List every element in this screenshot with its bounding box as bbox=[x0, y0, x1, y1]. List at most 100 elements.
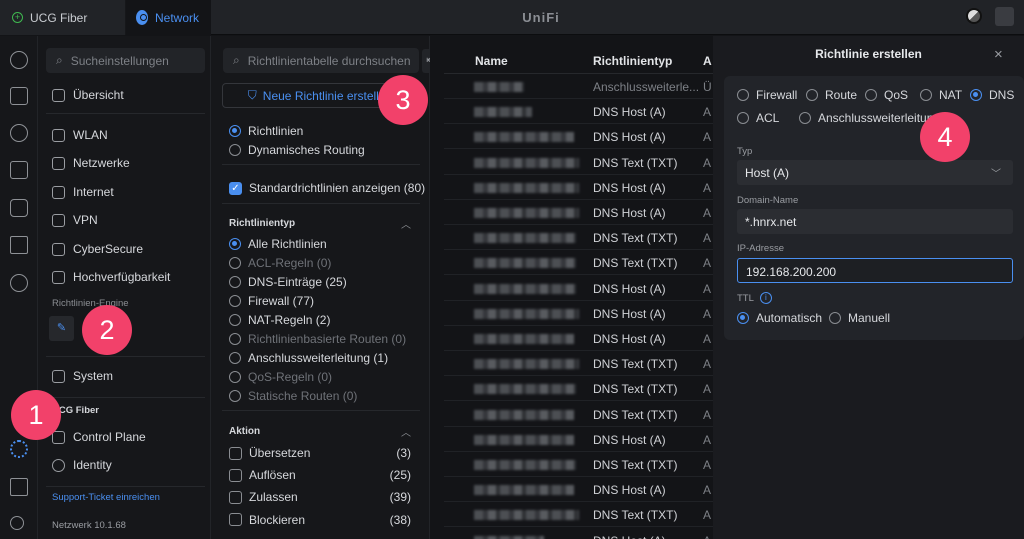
tab-ucg-fiber[interactable]: + UCG Fiber bbox=[0, 0, 126, 35]
radio[interactable] bbox=[229, 390, 241, 402]
radio[interactable] bbox=[829, 312, 841, 324]
radar-icon[interactable] bbox=[10, 274, 28, 292]
radio[interactable] bbox=[920, 89, 932, 101]
sidebar-item[interactable]: Internet bbox=[52, 185, 114, 199]
checkbox[interactable] bbox=[229, 490, 242, 504]
table-row[interactable]: DNS Host (A) A bbox=[444, 99, 713, 125]
dashboard-icon[interactable] bbox=[10, 51, 28, 69]
radio[interactable] bbox=[970, 89, 982, 101]
type-filter-radio[interactable]: Alle Richtlinien bbox=[229, 237, 327, 251]
user-avatar-icon[interactable] bbox=[995, 7, 1014, 26]
sidebar-item[interactable]: Hochverfügbarkeit bbox=[52, 270, 170, 284]
topology-icon[interactable] bbox=[10, 87, 28, 105]
ttl-automatic-radio[interactable]: Automatisch bbox=[737, 311, 822, 325]
type-filter-radio[interactable]: NAT-Regeln (2) bbox=[229, 313, 330, 327]
table-row[interactable]: DNS Host (A) A bbox=[444, 477, 713, 503]
column-header-name[interactable]: Name bbox=[475, 54, 508, 68]
sidebar-item-control-plane[interactable]: Control Plane bbox=[52, 430, 146, 444]
domain-name-input[interactable]: *.hnrx.net bbox=[737, 209, 1013, 234]
show-default-policies-checkbox[interactable]: ✓ Standardrichtlinien anzeigen (80) bbox=[229, 181, 425, 195]
radio[interactable] bbox=[229, 257, 241, 269]
sidebar-item[interactable]: Netzwerke bbox=[52, 156, 130, 170]
sidebar-item[interactable]: CyberSecure bbox=[52, 242, 143, 256]
sidebar-item-system[interactable]: System bbox=[52, 369, 113, 383]
insights-icon[interactable] bbox=[10, 236, 28, 254]
sidebar-item-overview[interactable]: Übersicht bbox=[52, 88, 124, 102]
chevron-up-icon[interactable]: ︿ bbox=[401, 428, 411, 439]
checkbox[interactable]: ✓ bbox=[229, 181, 242, 195]
table-row[interactable]: DNS Text (TXT) A bbox=[444, 150, 713, 175]
table-row[interactable]: Anschlussweiterle... Ü bbox=[444, 74, 713, 99]
policy-kind-radio[interactable]: Anschlussweiterleitung bbox=[799, 111, 940, 125]
sidebar-item-identity[interactable]: Identity bbox=[52, 458, 112, 472]
radio[interactable] bbox=[806, 89, 818, 101]
radio[interactable] bbox=[229, 333, 241, 345]
policy-kind-radio[interactable]: Route bbox=[806, 88, 857, 102]
checkbox[interactable] bbox=[229, 513, 242, 527]
column-header-type[interactable]: Richtlinientyp bbox=[593, 54, 673, 68]
type-filter-radio[interactable]: QoS-Regeln (0) bbox=[229, 370, 332, 384]
table-row[interactable]: DNS Host (A) A bbox=[444, 200, 713, 225]
radio[interactable] bbox=[737, 112, 749, 124]
type-select[interactable]: Host (A) ﹀ bbox=[737, 160, 1013, 185]
type-filter-radio[interactable]: DNS-Einträge (25) bbox=[229, 275, 347, 289]
radio[interactable] bbox=[737, 89, 749, 101]
settings-gear-icon[interactable] bbox=[10, 440, 28, 458]
sidebar-item[interactable]: WLAN bbox=[52, 128, 108, 142]
client-groups-icon[interactable] bbox=[10, 199, 28, 217]
policy-kind-radio[interactable]: ACL bbox=[737, 111, 779, 125]
type-filter-radio[interactable]: Statische Routen (0) bbox=[229, 389, 357, 403]
type-filter-radio[interactable]: ACL-Regeln (0) bbox=[229, 256, 331, 270]
column-header-action[interactable]: A bbox=[703, 54, 712, 68]
tab-network[interactable]: Network bbox=[126, 0, 211, 35]
checkbox[interactable] bbox=[229, 468, 242, 482]
theme-toggle-icon[interactable] bbox=[966, 8, 982, 24]
type-filter-radio[interactable]: Anschlussweiterleitung (1) bbox=[229, 351, 388, 365]
info-icon[interactable]: i bbox=[759, 292, 772, 304]
policy-kind-radio[interactable]: NAT bbox=[920, 88, 962, 102]
table-row[interactable]: DNS Host (A) A bbox=[444, 175, 713, 200]
policy-table-search-input[interactable]: ⌕ Richtlinientabelle durchsuchen bbox=[223, 48, 419, 73]
radio[interactable] bbox=[229, 144, 241, 156]
mode-policies-radio[interactable]: Richtlinien bbox=[229, 124, 303, 138]
action-filter-checkbox[interactable]: Übersetzen (3) bbox=[229, 446, 411, 460]
radio[interactable] bbox=[865, 89, 877, 101]
table-row[interactable]: DNS Text (TXT) A bbox=[444, 452, 713, 477]
action-filter-checkbox[interactable]: Zulassen (39) bbox=[229, 490, 411, 504]
integrations-icon[interactable] bbox=[10, 516, 24, 530]
type-filter-radio[interactable]: Richtlinienbasierte Routen (0) bbox=[229, 332, 406, 346]
close-icon[interactable]: × bbox=[994, 46, 1003, 63]
table-row[interactable]: DNS Host (A) A bbox=[444, 326, 713, 351]
table-row[interactable]: DNS Host (A) A bbox=[444, 528, 713, 539]
radio[interactable] bbox=[229, 295, 241, 307]
radio[interactable] bbox=[229, 238, 241, 250]
table-row[interactable]: DNS Text (TXT) A bbox=[444, 250, 713, 276]
radio[interactable] bbox=[229, 352, 241, 364]
action-filter-checkbox[interactable]: Auflösen (25) bbox=[229, 468, 411, 482]
policy-kind-radio[interactable]: QoS bbox=[865, 88, 908, 102]
table-row[interactable]: DNS Host (A) A bbox=[444, 124, 713, 150]
policy-kind-radio[interactable]: Firewall bbox=[737, 88, 797, 102]
settings-search-input[interactable]: ⌕ Sucheinstellungen bbox=[46, 48, 205, 73]
radio[interactable] bbox=[229, 371, 241, 383]
table-row[interactable]: DNS Host (A) A bbox=[444, 276, 713, 301]
logs-icon[interactable] bbox=[10, 478, 28, 496]
table-row[interactable]: DNS Text (TXT) A bbox=[444, 402, 713, 427]
sidebar-item[interactable]: VPN bbox=[52, 213, 98, 227]
radio[interactable] bbox=[229, 276, 241, 288]
action-filter-checkbox[interactable]: Blockieren (38) bbox=[229, 513, 411, 527]
radio[interactable] bbox=[229, 314, 241, 326]
table-row[interactable]: DNS Host (A) A bbox=[444, 301, 713, 326]
mode-dynamic-routing-radio[interactable]: Dynamisches Routing bbox=[229, 143, 365, 157]
support-ticket-link[interactable]: Support-Ticket einreichen bbox=[52, 492, 160, 503]
ttl-manual-radio[interactable]: Manuell bbox=[829, 311, 890, 325]
devices-icon[interactable] bbox=[10, 124, 28, 142]
radio[interactable] bbox=[229, 125, 241, 137]
ip-address-input[interactable]: 192.168.200.200 bbox=[737, 258, 1013, 283]
radio[interactable] bbox=[737, 312, 749, 324]
type-filter-radio[interactable]: Firewall (77) bbox=[229, 294, 314, 308]
table-row[interactable]: DNS Text (TXT) A bbox=[444, 351, 713, 377]
table-row[interactable]: DNS Text (TXT) A bbox=[444, 502, 713, 528]
radio[interactable] bbox=[799, 112, 811, 124]
chevron-up-icon[interactable]: ︿ bbox=[401, 220, 411, 231]
